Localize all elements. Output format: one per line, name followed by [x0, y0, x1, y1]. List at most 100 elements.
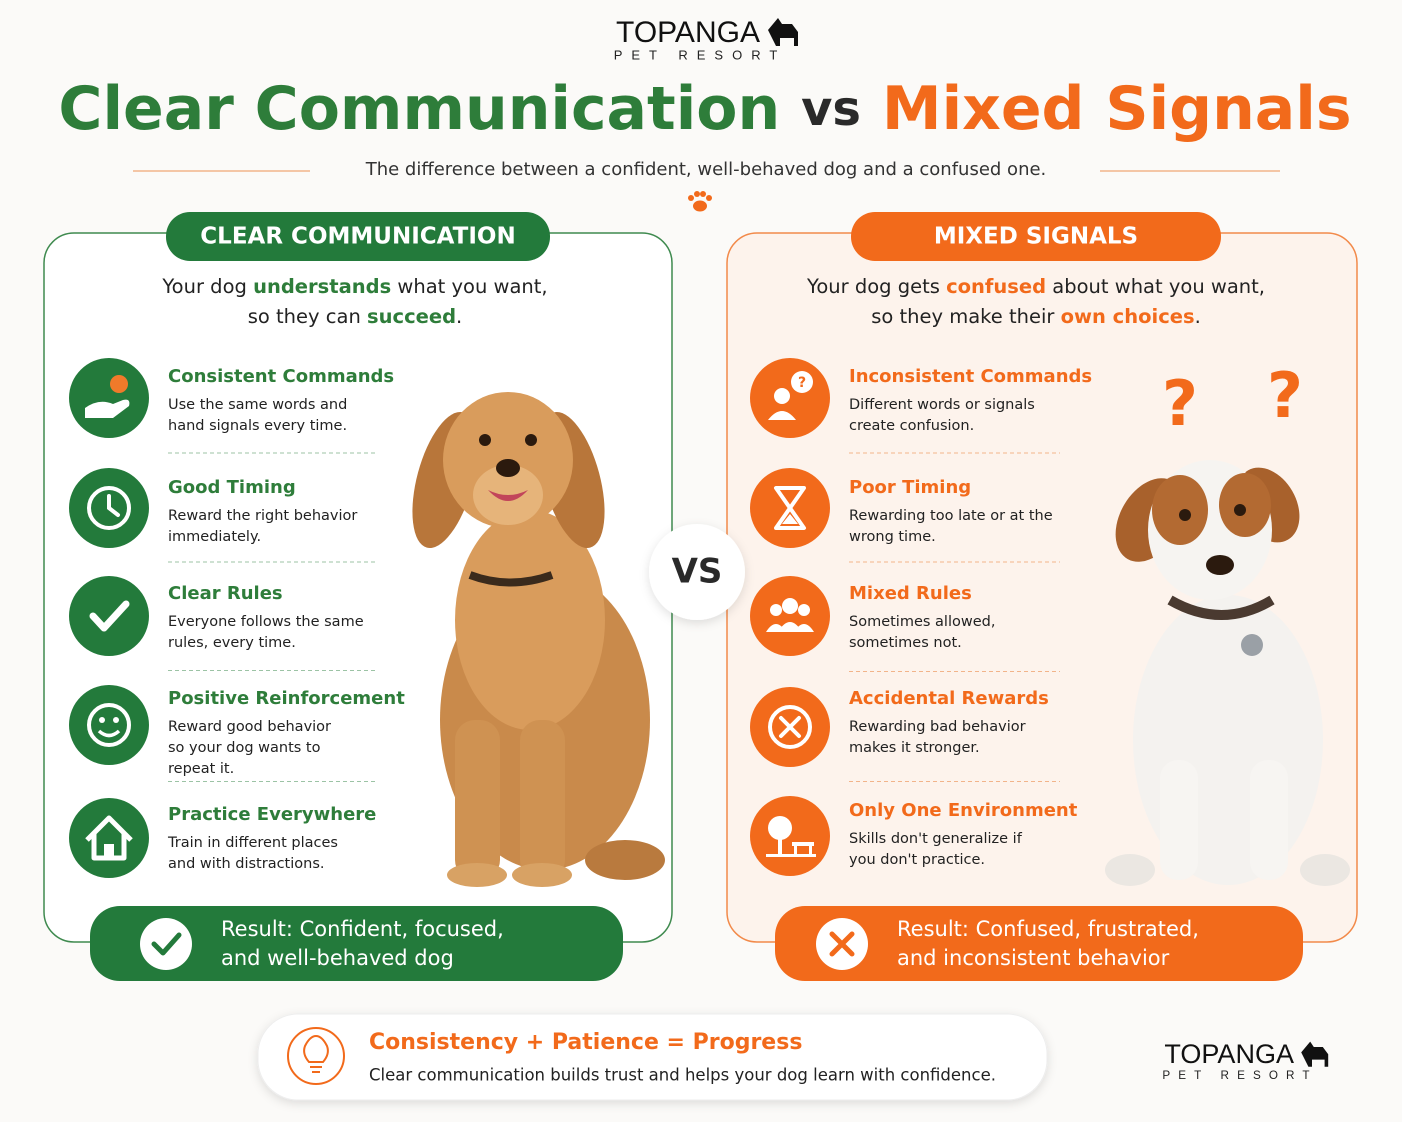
- item-description: you don't practice.: [849, 852, 985, 868]
- item-icon: [750, 687, 830, 767]
- title-right: Mixed Signals: [882, 74, 1352, 144]
- logo-dog: [1301, 1041, 1329, 1067]
- intro-highlight: own choices: [1061, 305, 1195, 328]
- icon-circle: [69, 685, 149, 765]
- left-result-bar: [90, 906, 623, 981]
- item-title: Good Timing: [168, 477, 296, 498]
- item-description: Different words or signals: [849, 397, 1035, 413]
- icon-glyph: [87, 703, 131, 747]
- item-description: create confusion.: [849, 418, 974, 434]
- item-title: Positive Reinforcement: [168, 688, 405, 709]
- item-title: Accidental Rewards: [849, 688, 1049, 709]
- footer-box: [257, 1013, 1048, 1101]
- title: Clear Communication vs Mixed Signals: [58, 74, 1351, 144]
- icon-circle: [750, 576, 830, 656]
- intro-highlight: succeed: [367, 305, 456, 328]
- bulb: [303, 1034, 329, 1073]
- panel-heading: MIXED SIGNALS: [934, 224, 1138, 250]
- item-icon: [750, 796, 830, 876]
- item-icon: [69, 576, 149, 656]
- item-description: Reward the right behavior: [168, 508, 357, 524]
- intro-text: so they can: [248, 305, 367, 328]
- icon-glyph: [774, 486, 806, 530]
- item-title: Poor Timing: [849, 477, 971, 498]
- item-description: rules, every time.: [168, 635, 296, 651]
- intro-text: Your dog gets: [806, 275, 946, 298]
- icon-glyph: [89, 600, 130, 632]
- item-title: Inconsistent Commands: [849, 366, 1092, 387]
- left-heading-pill: [166, 212, 550, 261]
- question-mark: ?: [1267, 359, 1303, 432]
- golden-retriever-illustration: [412, 392, 665, 887]
- logo-dog: [768, 18, 798, 46]
- footer-title: Consistency + Patience = Progress: [369, 1030, 802, 1055]
- intro-highlight: confused: [946, 275, 1046, 298]
- icon-circle: [750, 358, 830, 438]
- right-heading-pill: [851, 212, 1221, 261]
- logo-name: TOPANGA: [616, 16, 760, 49]
- icon-glyph: [768, 705, 812, 749]
- icon-glyph: ?: [768, 371, 813, 420]
- item-description: Reward good behavior: [168, 719, 331, 735]
- result-text: and well-behaved dog: [221, 946, 454, 970]
- check-mark: [151, 932, 182, 956]
- item-description: sometimes not.: [849, 635, 962, 651]
- intro-text: about what you want,: [1046, 275, 1265, 298]
- item-description: Rewarding too late or at the: [849, 508, 1053, 524]
- check-icon: [140, 918, 192, 970]
- logo-tagline: PET RESORT: [614, 47, 787, 62]
- intro-highlight: understands: [253, 275, 391, 298]
- icon-circle: [69, 576, 149, 656]
- result-text: Result: Confident, focused,: [221, 917, 504, 941]
- item-description: Skills don't generalize if: [849, 831, 1023, 847]
- intro-text: so they make their: [871, 305, 1060, 328]
- intro-text: .: [1195, 305, 1201, 328]
- icon-glyph: [85, 375, 130, 418]
- item-title: Only One Environment: [849, 800, 1078, 821]
- title-left: Clear Communication: [58, 74, 780, 144]
- icon-glyph: [85, 815, 133, 861]
- intro-text: what you want,: [391, 275, 547, 298]
- intro-text: Your dog: [161, 275, 253, 298]
- bulb-icon: [287, 1027, 345, 1085]
- item-description: Use the same words and: [168, 397, 347, 413]
- panel-intro: Your dog understands what you want,: [161, 275, 547, 298]
- item-description: Everyone follows the same: [168, 614, 364, 630]
- result-text: Result: Confused, frustrated,: [897, 917, 1199, 941]
- item-description: so your dog wants to: [168, 740, 321, 756]
- item-icon: [69, 685, 149, 765]
- x-mark: [829, 931, 855, 957]
- item-description: Train in different places: [167, 835, 338, 851]
- item-title: Consistent Commands: [168, 366, 394, 387]
- icon-glyph: [87, 486, 131, 530]
- panel-intro: so they make their own choices.: [871, 305, 1201, 328]
- icon-circle: [69, 798, 149, 878]
- item-icon: [69, 798, 149, 878]
- item-icon: [69, 468, 149, 548]
- panel-intro: Your dog gets confused about what you wa…: [806, 275, 1265, 298]
- item-icon: ?: [750, 358, 830, 438]
- svg-text:?: ?: [798, 375, 806, 391]
- icon-circle: [69, 358, 149, 438]
- icon-glyph: [766, 816, 816, 857]
- item-description: wrong time.: [849, 529, 936, 545]
- result-text: and inconsistent behavior: [897, 946, 1170, 970]
- item-description: immediately.: [168, 529, 261, 545]
- vs-circle: [649, 524, 745, 620]
- item-title: Mixed Rules: [849, 583, 972, 604]
- item-description: makes it stronger.: [849, 740, 980, 756]
- item-title: Clear Rules: [168, 583, 283, 604]
- question-mark: ?: [1162, 367, 1198, 440]
- item-description: and with distractions.: [168, 856, 325, 872]
- panel-intro: so they can succeed.: [248, 305, 463, 328]
- item-description: Sometimes allowed,: [849, 614, 995, 630]
- item-title: Practice Everywhere: [168, 804, 376, 825]
- logo-tagline: PET RESORT: [1162, 1069, 1317, 1082]
- footer-text: Clear communication builds trust and hel…: [369, 1066, 996, 1085]
- item-description: repeat it.: [168, 761, 234, 777]
- item-description: Rewarding bad behavior: [849, 719, 1026, 735]
- subtitle: The difference between a confident, well…: [365, 159, 1047, 180]
- item-icon: [69, 358, 149, 438]
